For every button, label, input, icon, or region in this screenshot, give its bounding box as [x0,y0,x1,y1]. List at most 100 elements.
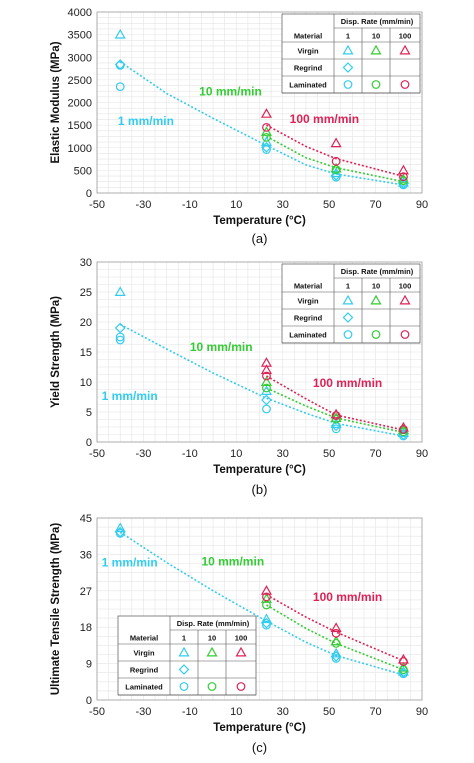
y-tick-label: 1000 [68,143,92,155]
legend-marker-triangle-icon [342,44,354,55]
x-tick-label: -10 [182,448,198,460]
chart-panel-3: -50 -30 -10 10 30 50 70 90 0 9 18 27 36 45 Temperature… [50,513,428,755]
legend-marker-circle-icon [207,682,217,691]
data-point-regrind-1 [261,394,272,406]
legend-marker-circle-icon [371,80,381,89]
y-tick-label: 30 [80,257,92,269]
data-point-virgin-1 [330,647,342,658]
y-tick-label: 2500 [68,75,92,87]
legend-marker-circle-icon [371,330,381,339]
data-point-virgin-10 [397,173,409,184]
legend-material-header: Material [130,634,158,643]
legend-marker-circle-icon [343,330,353,339]
x-tick-label: -30 [135,199,151,211]
y-tick-label: 3000 [68,52,92,64]
trend-line-100-mm-min [266,124,404,178]
y-tick-label: 4000 [68,7,92,19]
x-tick-label: -50 [89,706,105,718]
x-tick-label: 30 [277,448,289,460]
legend-rate-header: 100 [399,282,412,291]
data-point-regrind-1 [261,617,272,629]
y-tick-label: 45 [80,513,92,525]
x-tick-label: 70 [369,706,381,718]
data-point-virgin-100 [260,108,272,118]
legend-rate-header: 10 [372,32,380,41]
legend-marker-diamond-icon [342,62,354,73]
data-point-virgin-1 [114,286,126,296]
x-tick-label: 50 [323,448,335,460]
y-tick-label: 15 [80,347,92,359]
data-point-virgin-1 [260,613,272,624]
legend-rate-header: 1 [346,32,350,41]
legend-marker-triangle-icon [399,44,411,55]
data-point-virgin-1 [114,28,126,39]
legend-marker-circle-icon [236,682,246,691]
data-point-virgin-10 [260,126,272,136]
x-axis-label: Temperature (°C) [213,464,306,476]
legend-marker-circle-icon [179,682,189,691]
x-tick-label: 30 [277,199,289,211]
rate-annotation: 1 mm/min [102,389,158,403]
legend-row-label: Virgin [133,649,155,658]
rate-annotation: 1 mm/min [118,114,174,128]
y-tick-label: 20 [80,317,92,329]
x-tick-label: 90 [416,199,428,211]
legend-marker-circle-icon [400,80,410,89]
panel-label: (a) [252,231,268,246]
data-point-virgin-100 [260,364,272,374]
legend-row-label: Laminated [289,331,327,340]
legend-marker-triangle-icon [206,646,218,657]
legend-row-label: Regrind [294,314,323,323]
x-tick-label: 10 [230,448,242,460]
rate-annotation: 1 mm/min [102,556,158,570]
data-point-laminated-1 [115,60,125,70]
chart-panel-2: -50 -30 -10 10 30 50 70 90 0 5 10 15 20 25 30 Temperatu… [50,257,428,497]
legend-marker-triangle-icon [399,294,411,305]
y-tick-label: 5 [86,407,92,419]
data-point-laminated-1 [399,669,408,679]
data-point-laminated-1 [115,335,125,345]
x-tick-label: -50 [89,448,105,460]
legend-rate-header: 10 [208,634,216,643]
plot-frame [96,11,423,194]
data-point-laminated-100 [331,411,341,421]
data-point-regrind-1 [114,322,126,334]
data-point-regrind-1 [330,170,342,181]
rate-annotation: 100 mm/min [313,590,382,604]
trend-line-10-mm-min [266,387,404,434]
data-point-laminated-1 [115,332,125,342]
y-tick-label: 1500 [68,120,92,132]
y-tick-label: 10 [80,377,92,389]
data-point-virgin-100 [330,137,342,148]
y-tick-label: 500 [74,165,92,177]
legend-rate-header: 100 [235,634,248,643]
data-point-virgin-10 [260,593,272,603]
data-point-virgin-100 [397,164,409,175]
legend-header: Disp. Rate (mm/min) [341,17,414,26]
x-tick-label: 70 [369,199,381,211]
y-tick-label: 0 [86,188,92,200]
x-tick-label: 10 [230,199,242,211]
y-axis-label: Yield Strength (MPa) [50,296,62,408]
legend-header: Disp. Rate (mm/min) [341,267,414,276]
data-point-laminated-10 [262,132,271,142]
legend-marker-triangle-icon [370,44,382,55]
legend-row-label: Virgin [297,297,319,306]
data-point-virgin-1 [114,522,126,533]
y-tick-label: 0 [86,437,92,449]
data-point-laminated-1 [331,424,341,434]
x-tick-label: -50 [89,199,105,211]
legend-row-label: Regrind [294,64,323,73]
x-axis-label: Temperature (°C) [213,215,306,227]
y-tick-label: 36 [80,549,92,561]
data-point-laminated-100 [331,628,341,638]
y-tick-label: 0 [86,695,92,707]
x-tick-label: 90 [416,448,428,460]
y-tick-label: 25 [80,287,92,299]
data-point-virgin-100 [330,622,342,632]
data-point-regrind-1 [330,650,342,662]
data-point-laminated-100 [331,156,341,166]
data-point-laminated-100 [399,172,408,182]
data-point-laminated-100 [399,657,408,666]
data-point-laminated-10 [399,176,408,186]
